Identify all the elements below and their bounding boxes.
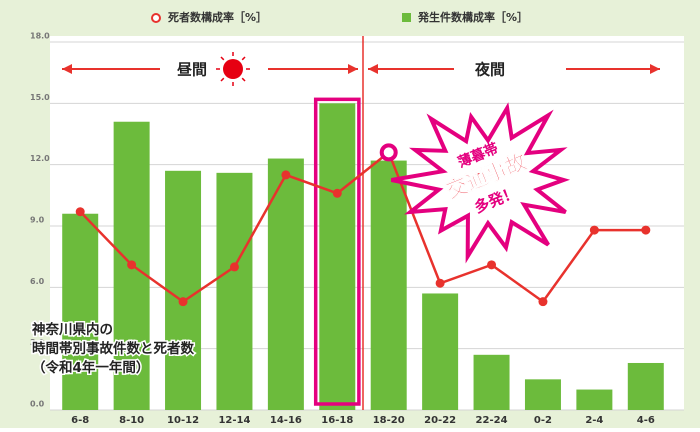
caption-line: （令和4年一年間） — [32, 359, 149, 376]
bar — [576, 390, 612, 410]
bar — [525, 379, 561, 410]
x-tick-label: 2-4 — [585, 415, 603, 426]
chart: 0.03.06.09.012.015.018.0 昼間夜間薄暮帯交通事故多発！神… — [0, 0, 700, 428]
bar — [371, 161, 407, 410]
x-tick-label: 16-18 — [321, 415, 353, 426]
point — [230, 262, 239, 271]
bar — [216, 173, 252, 410]
point — [281, 170, 290, 179]
point — [641, 226, 650, 235]
y-tick-label: 15.0 — [30, 93, 50, 102]
bar — [319, 103, 355, 410]
day-label: 昼間 — [177, 61, 207, 79]
x-tick-label: 4-6 — [637, 415, 655, 426]
y-tick-label: 18.0 — [30, 32, 50, 41]
x-tick-label: 0-2 — [534, 415, 552, 426]
bar — [628, 363, 664, 410]
y-tick-label: 6.0 — [30, 277, 45, 286]
x-tick-label: 22-24 — [476, 415, 508, 426]
x-tick-label: 12-14 — [218, 415, 250, 426]
x-tick-label: 6-8 — [71, 415, 89, 426]
y-tick-label: 12.0 — [30, 154, 50, 163]
bar — [62, 214, 98, 410]
x-tick-label: 14-16 — [270, 415, 302, 426]
legend-marker — [402, 13, 411, 22]
point — [590, 226, 599, 235]
bar — [165, 171, 201, 410]
legend-marker — [152, 14, 160, 22]
x-tick-label: 18-20 — [373, 415, 405, 426]
x-tick-label: 8-10 — [119, 415, 144, 426]
x-tick-label: 20-22 — [424, 415, 456, 426]
legend-label: 死者数構成率［%］ — [168, 10, 267, 24]
point — [538, 297, 547, 306]
y-tick-label: 9.0 — [30, 216, 45, 225]
point — [436, 279, 445, 288]
bar — [474, 355, 510, 410]
point — [127, 260, 136, 269]
point — [179, 297, 188, 306]
legend-label: 発生件数構成率［%］ — [417, 10, 528, 24]
highlight-point — [382, 145, 396, 159]
night-label: 夜間 — [474, 61, 505, 79]
caption-line: 時間帯別事故件数と死者数 — [32, 340, 194, 357]
caption-line: 神奈川県内の — [32, 321, 113, 338]
y-tick-label: 0.0 — [30, 400, 45, 409]
x-tick-label: 10-12 — [167, 415, 199, 426]
point — [333, 189, 342, 198]
point — [487, 260, 496, 269]
bar — [422, 293, 458, 410]
point — [76, 207, 85, 216]
sun-icon — [223, 59, 243, 79]
